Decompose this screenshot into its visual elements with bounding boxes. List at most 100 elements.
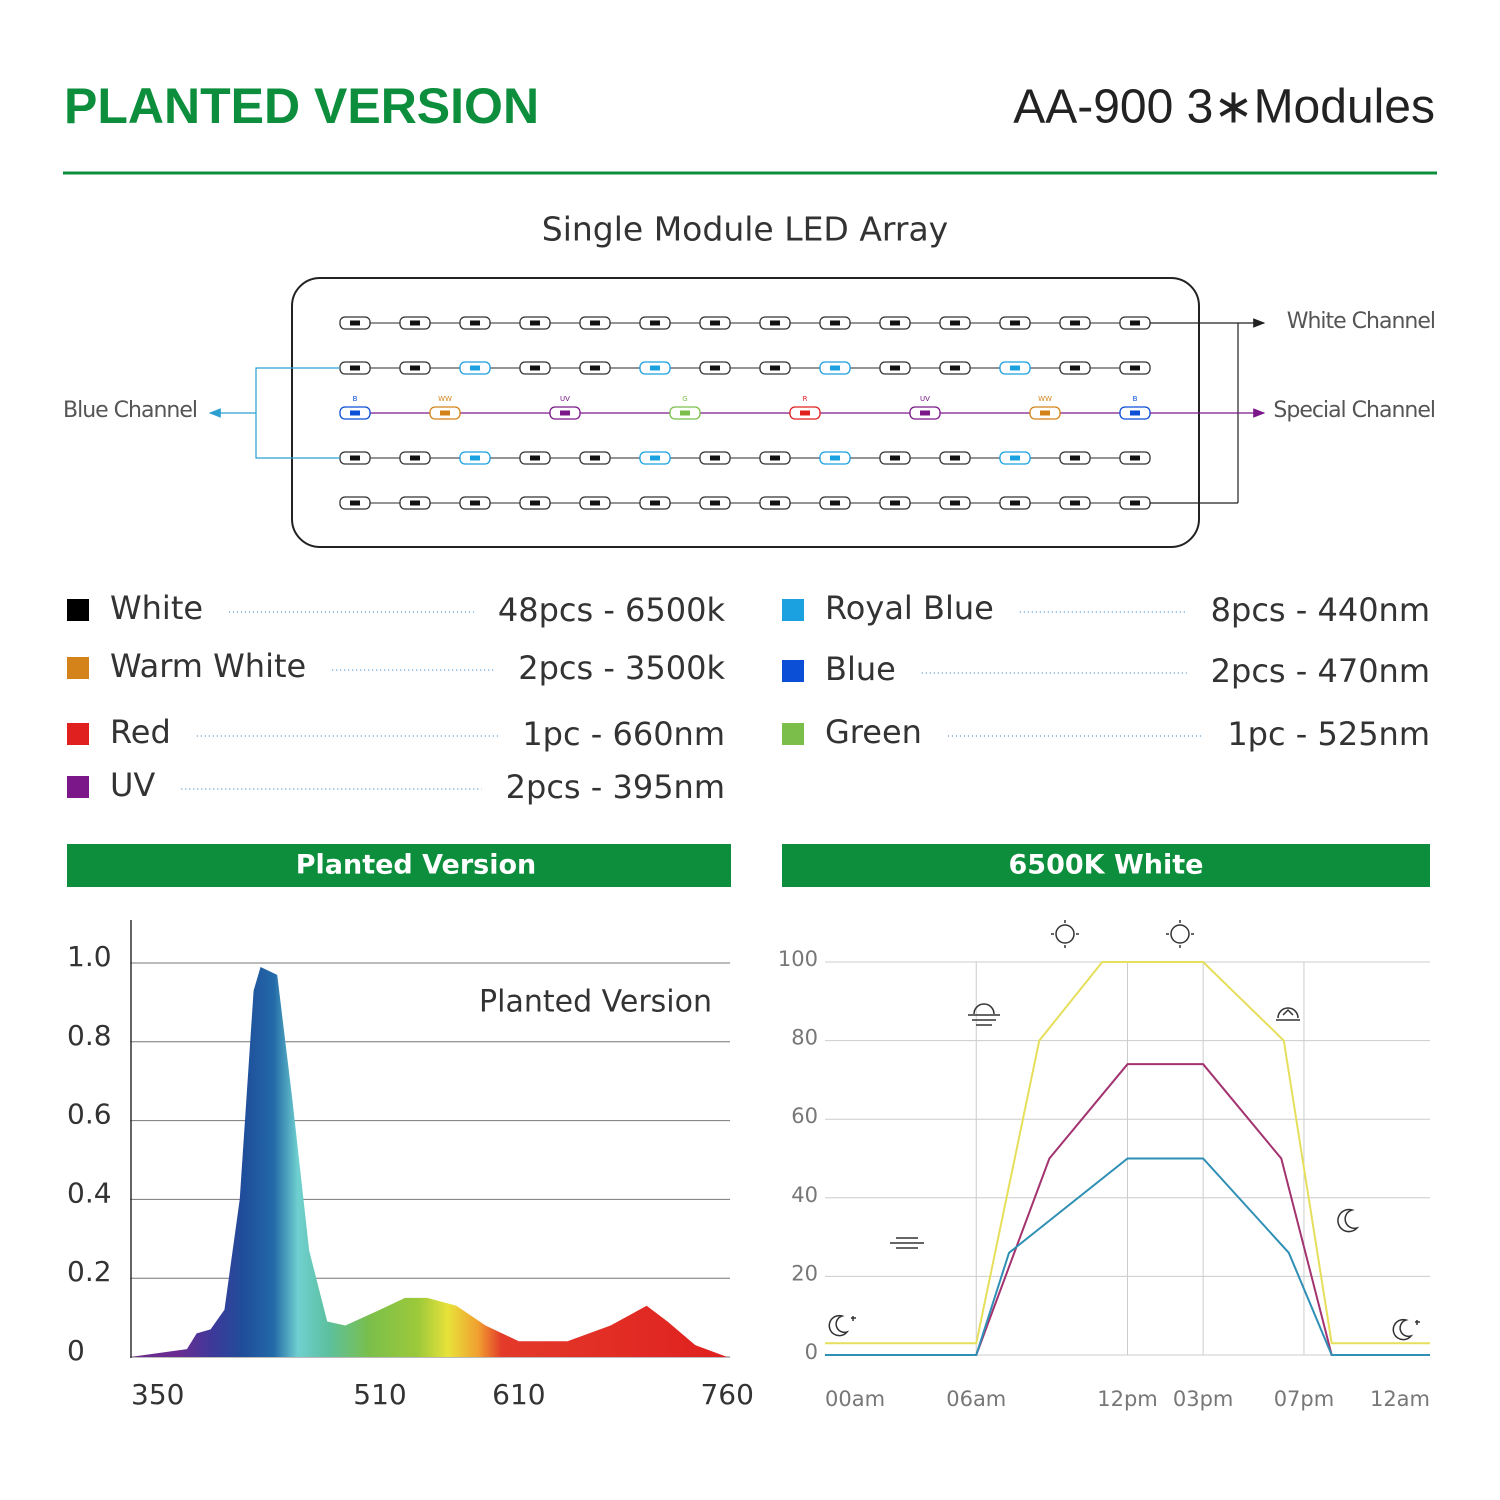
legend-name: Blue xyxy=(825,650,896,688)
led-chip xyxy=(800,410,810,416)
led-chip xyxy=(710,320,720,326)
led-chip xyxy=(350,410,360,416)
led-chip xyxy=(1010,320,1020,326)
led-chip xyxy=(350,455,360,461)
spectrum-area xyxy=(130,966,728,1357)
legend-spec: 2pcs - 3500k xyxy=(518,649,725,687)
chart-banner xyxy=(782,844,1430,887)
x-tick-label: 06am xyxy=(946,1387,1006,1411)
x-tick-label: 350 xyxy=(131,1378,184,1411)
led-chip xyxy=(830,455,840,461)
legend-spec: 2pcs - 470nm xyxy=(1211,652,1430,690)
x-tick-label: 760 xyxy=(700,1378,753,1411)
y-tick-label: 100 xyxy=(778,947,818,971)
x-tick-label: 00am xyxy=(825,1387,885,1411)
led-chip xyxy=(830,320,840,326)
y-tick-label: 20 xyxy=(791,1261,818,1285)
chart-banner xyxy=(67,844,731,887)
x-tick-label: 12pm xyxy=(1097,1387,1158,1411)
model-name: AA-900 3∗Modules xyxy=(1013,81,1435,134)
y-tick-label: 40 xyxy=(791,1183,818,1207)
schedule-chart: 0 20 40 60 80 100 00am 06am 12pm 03pm 07pm 12am xyxy=(778,947,1430,1411)
series-line xyxy=(825,961,1430,1345)
led-chip xyxy=(680,410,690,416)
led-chip xyxy=(1040,410,1050,416)
schedule-icons xyxy=(828,920,1420,1341)
legend-swatch xyxy=(67,776,89,798)
led-chip xyxy=(530,455,540,461)
led-chip xyxy=(890,455,900,461)
legend-swatch xyxy=(782,660,804,682)
led-chip xyxy=(530,320,540,326)
legend-name: White xyxy=(110,589,203,627)
led-label: UV xyxy=(920,395,930,403)
page-title: PLANTED VERSION xyxy=(64,78,539,134)
led-chip xyxy=(710,365,720,371)
led-chip xyxy=(1010,455,1020,461)
led-chip xyxy=(650,365,660,371)
spectrum-chart: 0 0.2 0.4 0.6 0.8 1.0 350 510 610 760 Planted Vers… xyxy=(67,920,754,1411)
y-tick-label: 60 xyxy=(791,1104,818,1128)
legend-spec: 8pcs - 440nm xyxy=(1211,591,1430,629)
led-chip xyxy=(470,455,480,461)
legend-name: Royal Blue xyxy=(825,589,994,627)
legend-swatch xyxy=(782,723,804,745)
led-label: R xyxy=(803,395,808,403)
led-label: B xyxy=(353,395,358,403)
annotation: Planted Version xyxy=(479,985,712,1020)
led-label: B xyxy=(1133,395,1138,403)
legend-name: UV xyxy=(110,766,155,804)
led-chip xyxy=(560,410,570,416)
chart-title: 6500K White xyxy=(1009,850,1204,881)
led-chip xyxy=(830,365,840,371)
x-tick-label: 510 xyxy=(353,1378,406,1411)
led-chip xyxy=(590,320,600,326)
legend-spec: 1pc - 525nm xyxy=(1227,715,1430,753)
channel-label: Blue Channel xyxy=(63,398,197,423)
led-chip xyxy=(890,500,900,506)
legend-name: Green xyxy=(825,713,922,751)
legend-name: Red xyxy=(110,713,171,751)
led-chip xyxy=(920,410,930,416)
x-tick-label: 610 xyxy=(492,1378,545,1411)
led-chip xyxy=(830,500,840,506)
led-chip xyxy=(890,365,900,371)
led-chip xyxy=(410,455,420,461)
led-chip xyxy=(1130,455,1140,461)
module-title: Single Module LED Array xyxy=(542,210,948,249)
led-chip xyxy=(650,320,660,326)
led-chip xyxy=(1070,455,1080,461)
led-chip xyxy=(590,365,600,371)
led-chip xyxy=(1130,500,1140,506)
led-chip xyxy=(1070,500,1080,506)
legend-swatch xyxy=(67,599,89,621)
y-tick-label: 0.6 xyxy=(67,1098,112,1131)
led-label: WW xyxy=(438,395,452,403)
led-chip xyxy=(770,320,780,326)
chart-title: Planted Version xyxy=(296,850,537,881)
led-chip xyxy=(950,320,960,326)
led-chip xyxy=(470,320,480,326)
legend-spec: 48pcs - 6500k xyxy=(498,591,726,629)
led-chip xyxy=(590,500,600,506)
led-chip xyxy=(350,320,360,326)
led-chip xyxy=(410,320,420,326)
led-label: WW xyxy=(1038,395,1052,403)
led-chip xyxy=(590,455,600,461)
led-chip xyxy=(1010,365,1020,371)
legend-swatch xyxy=(782,599,804,621)
y-tick-label: 0 xyxy=(805,1340,818,1364)
y-tick-label: 80 xyxy=(791,1026,818,1050)
legend-name: Warm White xyxy=(110,647,306,685)
led-chip xyxy=(770,365,780,371)
led-chip xyxy=(1130,365,1140,371)
led-chip xyxy=(770,455,780,461)
led-label: G xyxy=(682,395,687,403)
led-chip xyxy=(950,500,960,506)
led-chip xyxy=(470,500,480,506)
x-tick-label: 07pm xyxy=(1274,1387,1335,1411)
led-chip xyxy=(950,365,960,371)
led-chip xyxy=(530,365,540,371)
led-chip xyxy=(410,500,420,506)
